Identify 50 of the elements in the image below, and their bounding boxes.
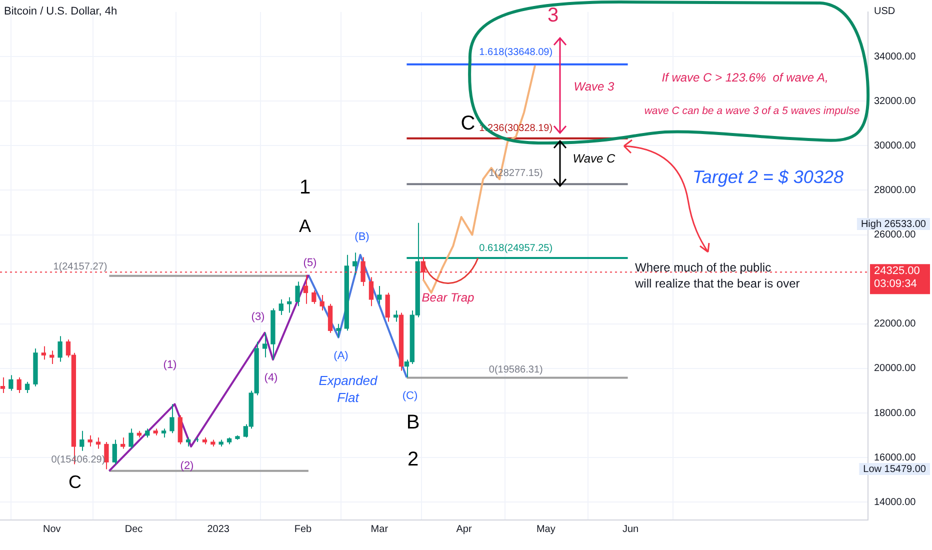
annotation: Low 15479.00 bbox=[863, 464, 926, 475]
annotation: Where much of the public will realize that the bear is over bbox=[634, 260, 800, 290]
y-tick-label: 14000.00 bbox=[874, 496, 916, 508]
annotation: (B) bbox=[354, 231, 370, 244]
annotation: 2 bbox=[407, 448, 419, 471]
annotation: 0(19586.31) bbox=[488, 364, 543, 376]
y-axis-title: USD bbox=[874, 6, 896, 17]
annotation: 3 bbox=[547, 4, 559, 27]
x-tick-label: Feb bbox=[294, 524, 312, 535]
annotation: wave C can be a wave 3 of a 5 waves impulse bbox=[644, 104, 860, 117]
y-tick-label: 26000.00 bbox=[874, 230, 916, 241]
annotation: (C) bbox=[402, 390, 418, 402]
annotation: (1) bbox=[163, 359, 177, 372]
y-tick-label: 32000.00 bbox=[874, 96, 916, 107]
x-tick-label: Apr bbox=[456, 524, 472, 535]
ref-line-label: 24325.00 03:09:34 bbox=[874, 265, 920, 290]
chart-title: Bitcoin / U.S. Dollar, 4h bbox=[4, 6, 118, 18]
annotation: 1 bbox=[299, 176, 311, 199]
annotation: (2) bbox=[180, 460, 194, 472]
x-tick-label: Jun bbox=[622, 524, 639, 535]
annotation: A bbox=[298, 216, 312, 236]
x-tick-label: Dec bbox=[124, 524, 143, 535]
annotation: If wave C > 123.6% of wave A, bbox=[662, 70, 828, 84]
y-tick-label: 18000.00 bbox=[874, 408, 916, 419]
annotation: (4) bbox=[264, 372, 278, 384]
annotation: Bear Trap bbox=[422, 290, 475, 304]
annotation: 1(24157.27) bbox=[53, 262, 108, 273]
y-tick-label: 34000.00 bbox=[874, 51, 916, 62]
annotation: B bbox=[406, 412, 420, 434]
x-tick-label: 2023 bbox=[207, 524, 230, 535]
annotation: Target 2 = $ 30328 bbox=[692, 167, 844, 187]
annotation: C bbox=[460, 112, 476, 135]
annotation: High 26533.00 bbox=[860, 218, 926, 230]
x-tick-label: Mar bbox=[370, 524, 389, 535]
annotation: C bbox=[68, 472, 82, 492]
annotation: (3) bbox=[251, 311, 265, 324]
y-tick-label: 22000.00 bbox=[874, 318, 916, 330]
y-tick-label: 20000.00 bbox=[874, 363, 916, 374]
y-tick-label: 16000.00 bbox=[874, 452, 916, 464]
y-tick-label: 30000.00 bbox=[874, 140, 916, 152]
annotation: 0.618(24957.25) bbox=[479, 242, 553, 254]
annotation: Wave 3 bbox=[574, 79, 615, 94]
annotation: 1.618(33648.09) bbox=[479, 47, 553, 58]
annotation: Wave C bbox=[572, 151, 616, 166]
x-tick-label: May bbox=[536, 524, 556, 535]
y-tick-label: 28000.00 bbox=[874, 184, 916, 196]
annotation: Expanded Flat bbox=[318, 373, 378, 406]
x-tick-label: Nov bbox=[42, 524, 61, 535]
annotation: (A) bbox=[334, 350, 348, 362]
annotation: (5) bbox=[303, 257, 317, 270]
